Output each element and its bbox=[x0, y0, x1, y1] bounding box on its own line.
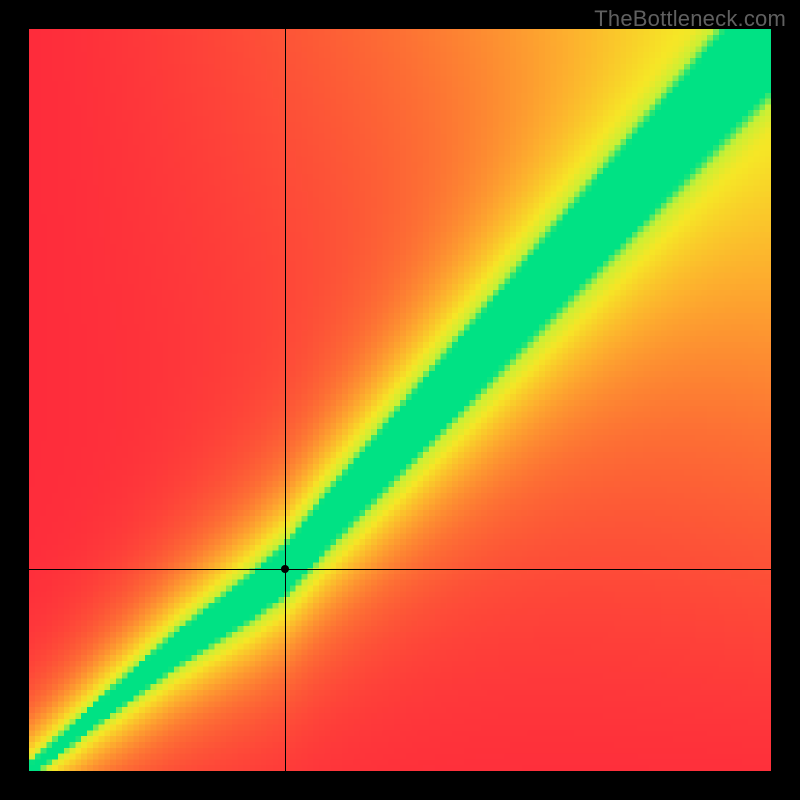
watermark-text: TheBottleneck.com bbox=[594, 6, 786, 32]
crosshair-marker bbox=[281, 565, 289, 573]
crosshair-vertical bbox=[285, 29, 286, 771]
chart-container: TheBottleneck.com bbox=[0, 0, 800, 800]
crosshair-horizontal bbox=[29, 569, 771, 570]
heatmap-canvas bbox=[29, 29, 771, 771]
plot-area bbox=[29, 29, 771, 771]
